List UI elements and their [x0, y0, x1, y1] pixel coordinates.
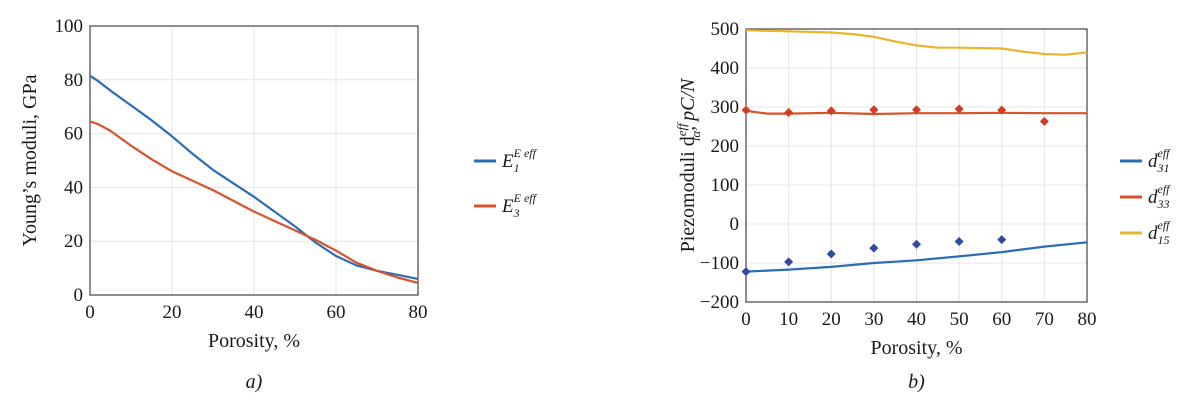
y-tick-label: 100 [55, 16, 84, 37]
x-tick-label: 80 [1078, 309, 1097, 330]
x-tick-label: 80 [409, 302, 428, 323]
x-tick-label: 0 [741, 309, 751, 330]
y-tick-label: 400 [711, 58, 740, 79]
legend-label: d33eff [1148, 182, 1171, 211]
y-tick-label: 80 [64, 70, 83, 91]
legend-label: d31eff [1148, 146, 1171, 175]
plot-frame [89, 25, 419, 296]
y-tick-label: −200 [700, 292, 739, 313]
series-line-d15-eff [745, 29, 1088, 56]
x-axis-label: Porosity, % [208, 330, 300, 352]
data-point-marker [741, 105, 751, 115]
data-point-marker [869, 243, 879, 253]
data-point-marker [869, 105, 879, 115]
y-tick-label: 100 [711, 175, 740, 196]
data-point-marker [997, 235, 1007, 245]
x-axis-label: Porosity, % [870, 337, 962, 359]
series-line-d31-eff [745, 241, 1088, 273]
y-tick-label: 60 [64, 124, 83, 145]
x-tick-label: 60 [992, 309, 1011, 330]
y-tick-label: 300 [711, 97, 740, 118]
y-tick-label: 20 [64, 231, 83, 252]
y-tick-label: −100 [700, 253, 739, 274]
data-point-marker [1039, 116, 1049, 126]
y-tick-label: 500 [711, 19, 740, 40]
x-tick-label: 40 [245, 302, 264, 323]
data-point-marker [826, 106, 836, 116]
legend-label: d15eff [1148, 218, 1171, 247]
x-tick-label: 20 [163, 302, 182, 323]
plot-frame [745, 28, 1088, 303]
x-tick-label: 60 [327, 302, 346, 323]
data-point-marker [954, 104, 964, 114]
data-point-marker [954, 237, 964, 247]
data-point-marker [997, 105, 1007, 115]
x-tick-label: 30 [864, 309, 883, 330]
chart-caption: a) [246, 371, 263, 393]
chart-caption: b) [908, 371, 925, 393]
y-axis-label: Piezomoduli deffiα, pC/N [674, 77, 703, 252]
x-tick-label: 40 [907, 309, 926, 330]
data-point-marker [784, 107, 794, 117]
x-tick-label: 50 [950, 309, 969, 330]
x-tick-label: 70 [1035, 309, 1054, 330]
data-point-marker [912, 239, 921, 249]
y-tick-label: 0 [74, 285, 84, 306]
y-tick-label: 40 [64, 177, 83, 198]
chart-a: 0 20 40 60 80 0 20 40 60 80 100 Porosity, % Young’s … [19, 16, 538, 393]
series-line-E1E-eff [89, 74, 419, 280]
x-tick-label: 10 [779, 309, 798, 330]
y-tick-label: 0 [730, 214, 740, 235]
series-line-E3E-eff [89, 120, 419, 284]
data-point-marker [784, 257, 794, 267]
y-tick-label: 200 [711, 136, 740, 157]
chart-b: 0 10 20 30 40 50 60 70 80 −200 −100 0 100 200 300 400 50… [674, 19, 1171, 393]
legend-label: E3E eff [501, 191, 538, 220]
legend-label: E1E eff [501, 146, 538, 175]
x-tick-label: 20 [822, 309, 841, 330]
y-axis-label: Young’s moduli, GPa [19, 74, 41, 246]
data-point-marker [826, 249, 836, 259]
data-point-marker [912, 105, 921, 115]
data-point-marker [741, 267, 751, 277]
series-line-d33-eff [745, 109, 1087, 116]
x-tick-label: 0 [85, 302, 95, 323]
